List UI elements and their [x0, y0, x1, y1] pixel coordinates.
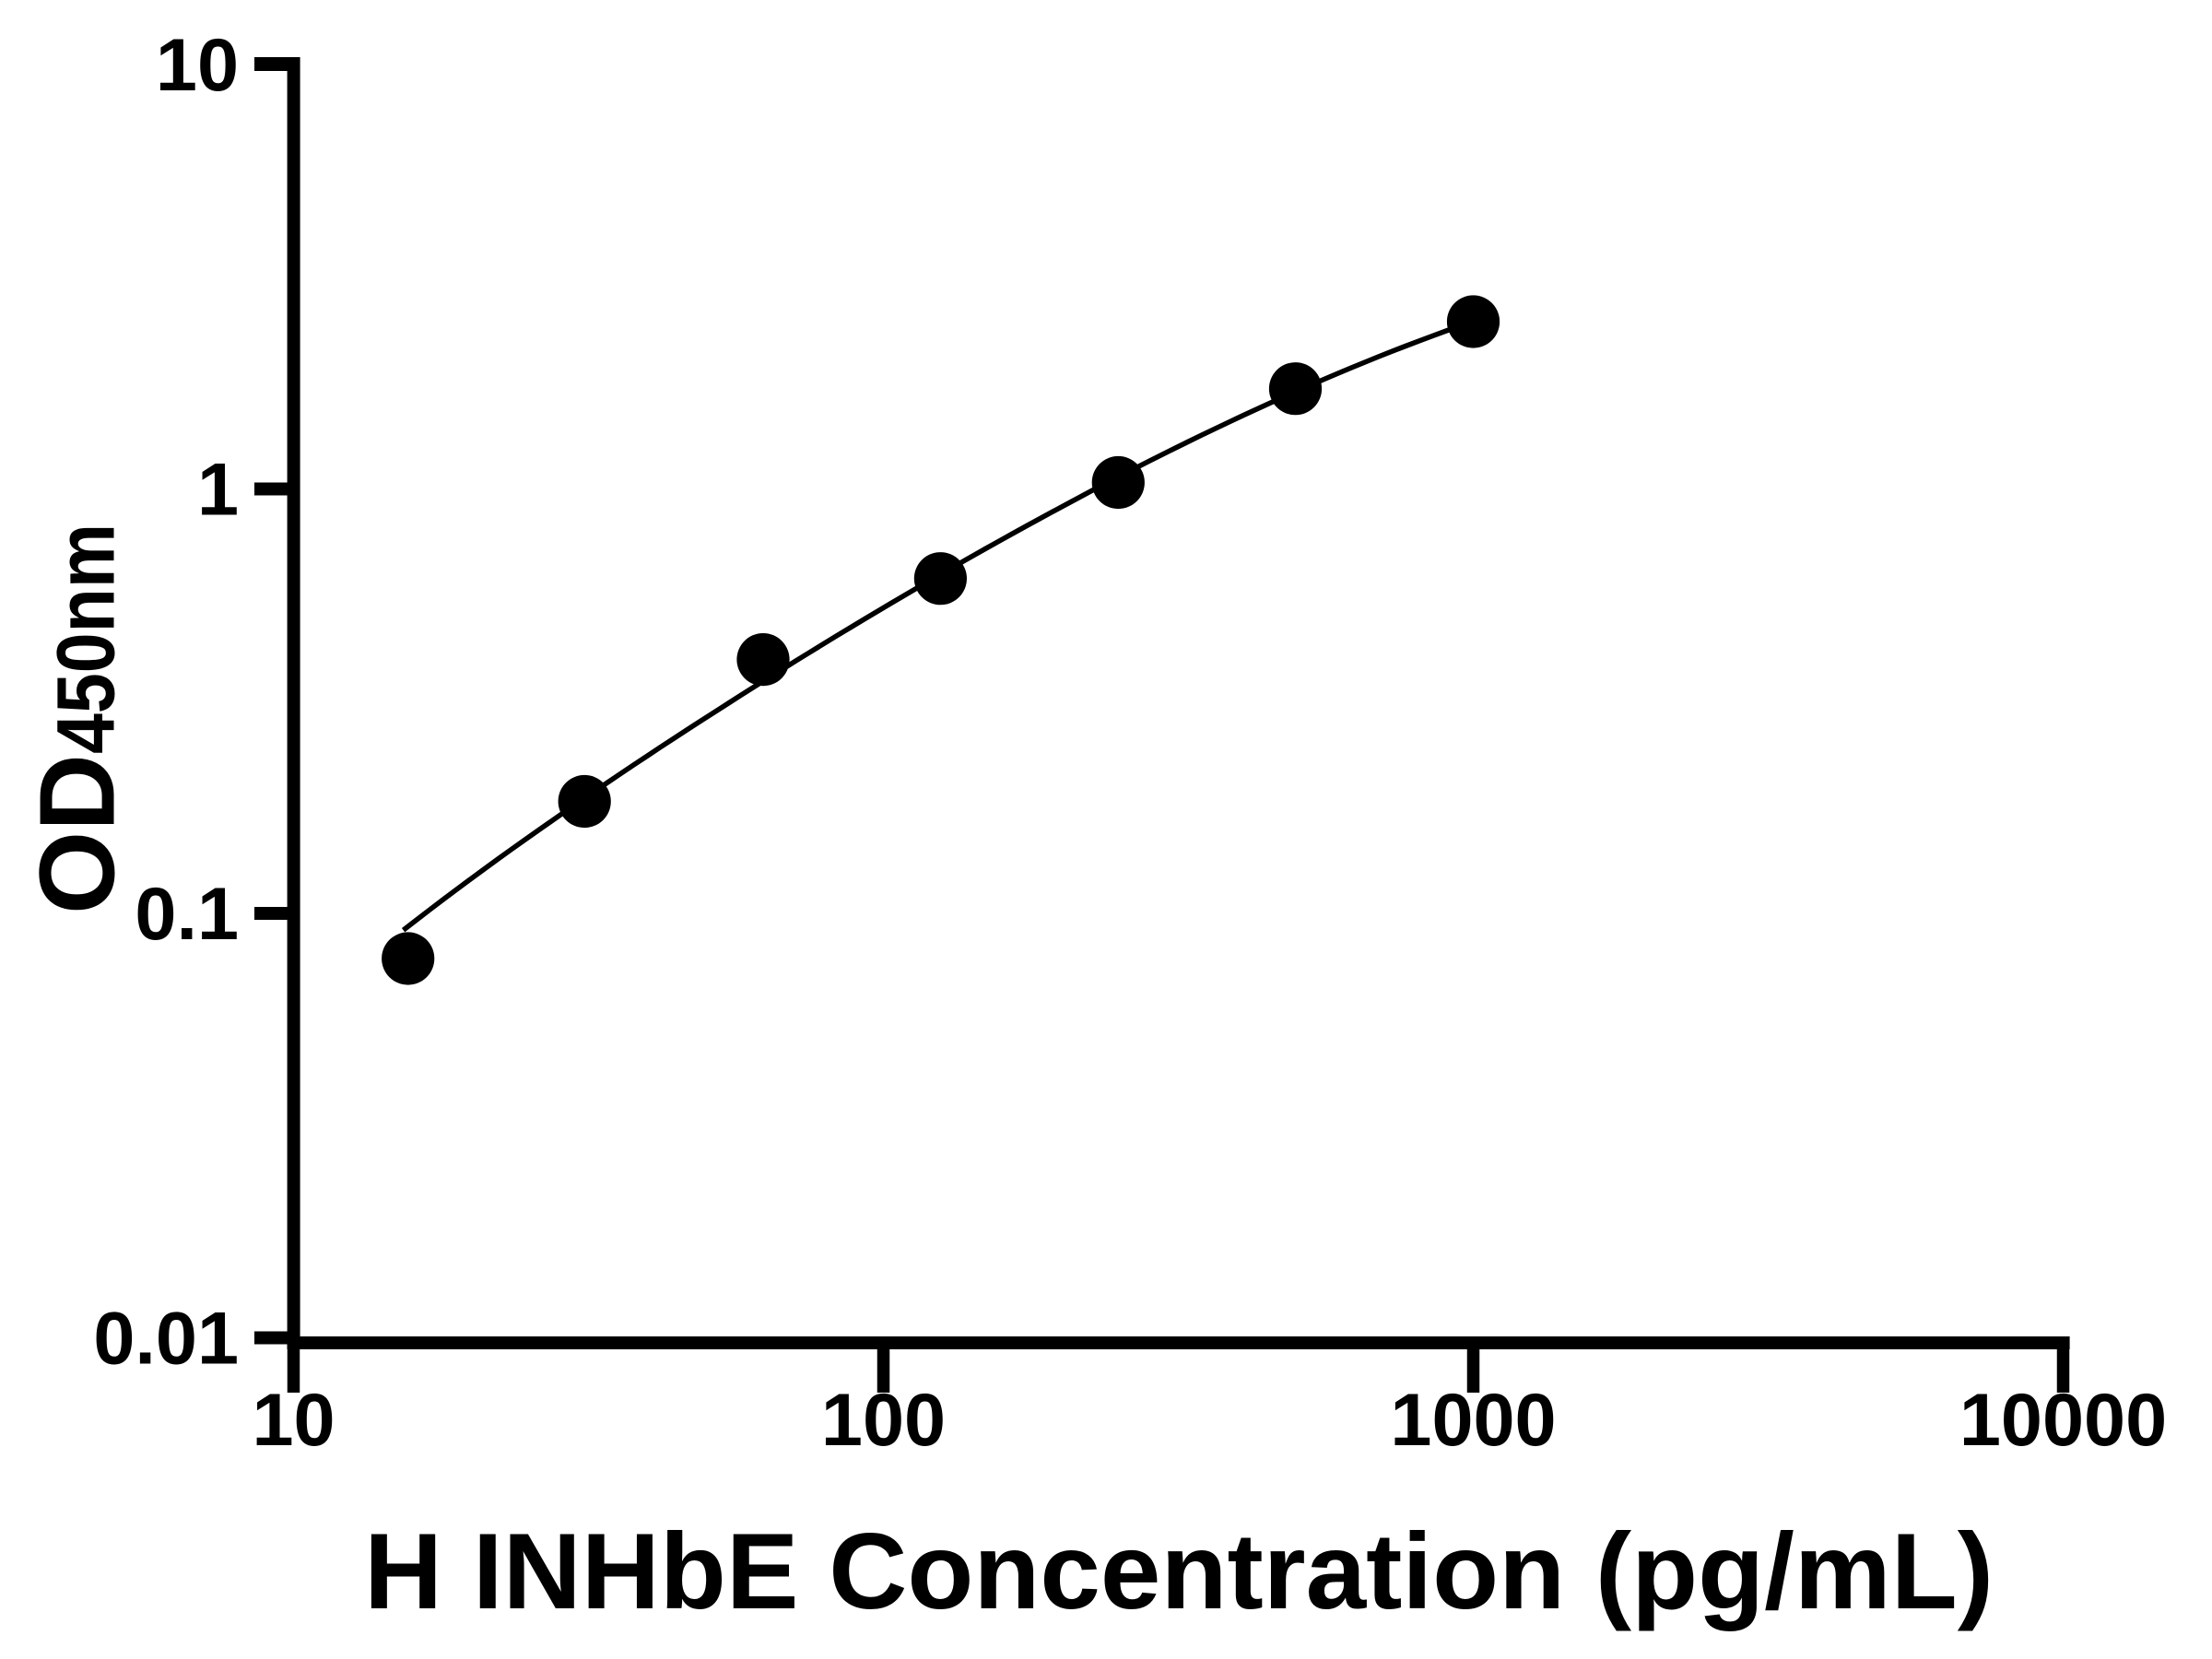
svg-text:1000: 1000	[1390, 1379, 1556, 1462]
svg-text:10: 10	[156, 24, 239, 107]
svg-text:10000: 10000	[1959, 1379, 2167, 1462]
svg-text:H INHbE Concentration (pg/mL): H INHbE Concentration (pg/mL)	[364, 1511, 1994, 1631]
svg-text:450nm: 450nm	[40, 524, 132, 754]
svg-text:1: 1	[197, 449, 239, 532]
svg-text:10: 10	[252, 1379, 335, 1462]
svg-text:100: 100	[821, 1379, 946, 1462]
svg-text:0.1: 0.1	[135, 873, 239, 956]
svg-text:OD: OD	[18, 754, 137, 914]
svg-text:0.01: 0.01	[93, 1298, 239, 1381]
